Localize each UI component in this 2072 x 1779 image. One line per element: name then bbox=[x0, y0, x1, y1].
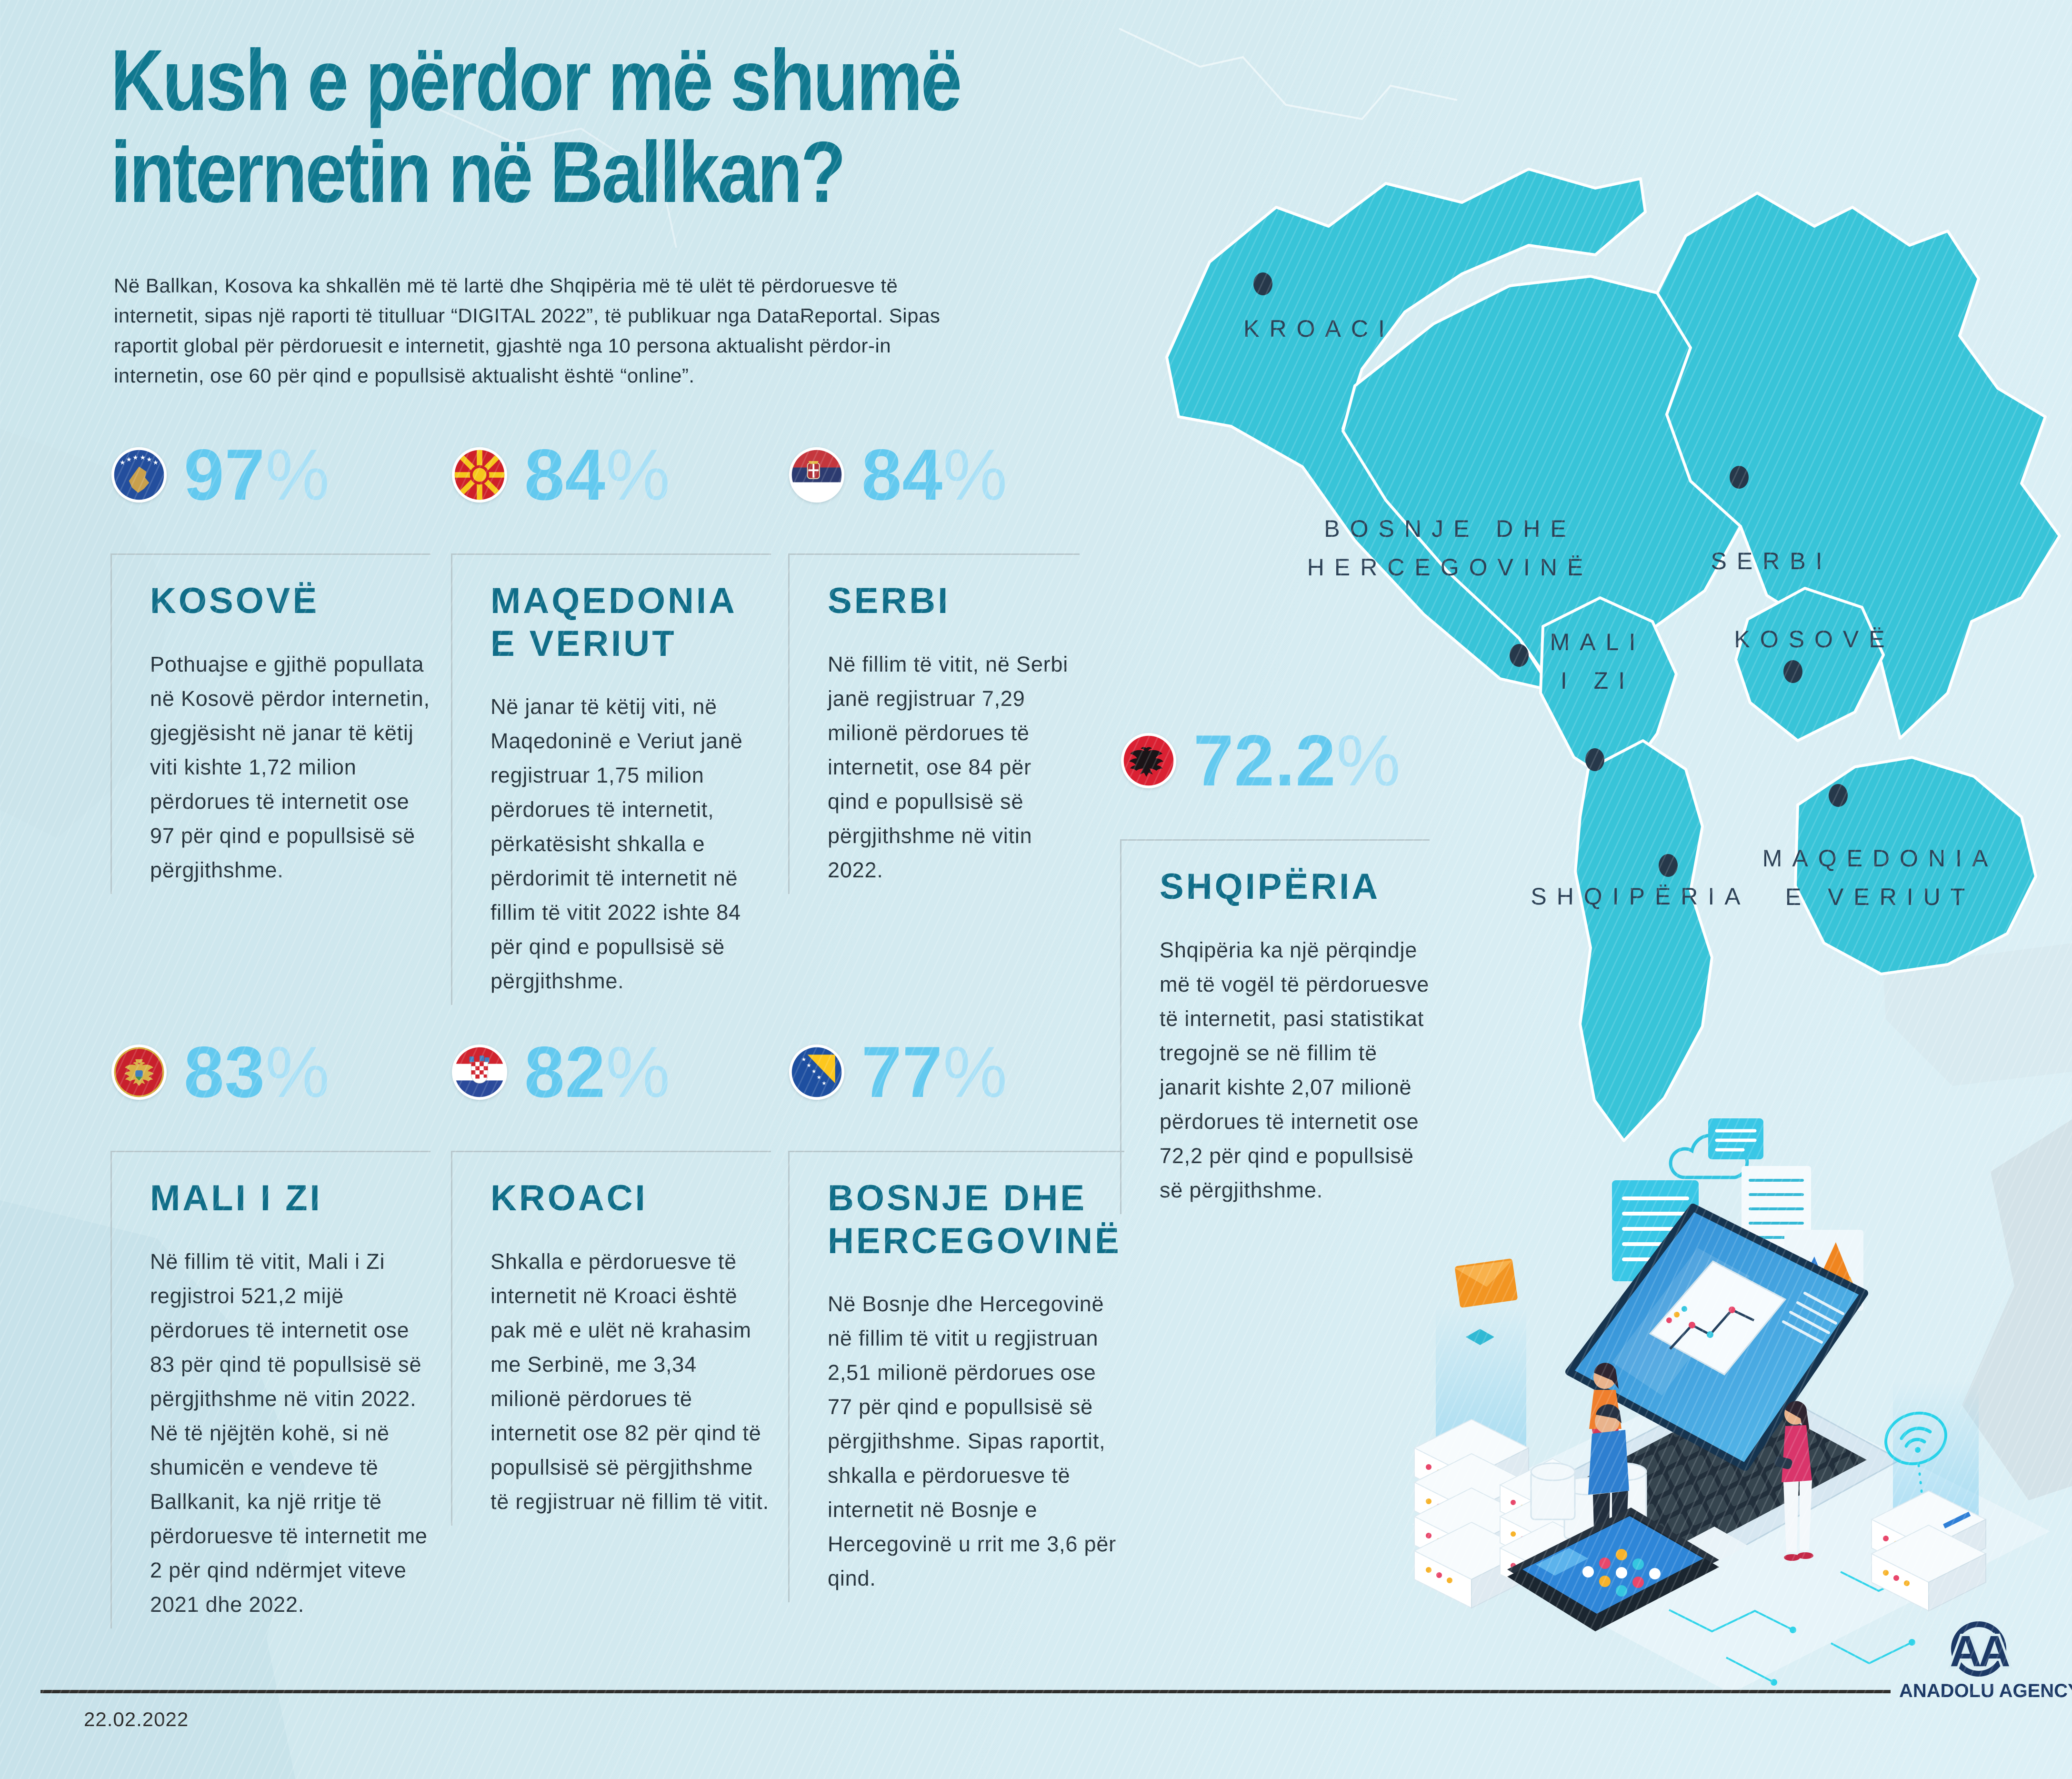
map-country-bosnia bbox=[1341, 275, 1742, 694]
stat-country-name: SERBI bbox=[828, 581, 951, 621]
map-label-bosnje: BOSNJE DHE HERCEGOVINË bbox=[1307, 515, 1593, 581]
svg-text:★: ★ bbox=[140, 454, 146, 461]
intro-paragraph: Në Ballkan, Kosova ka shkallën më të lar… bbox=[114, 274, 941, 387]
smartphone bbox=[1507, 1508, 1719, 1631]
footer-divider bbox=[40, 1690, 1891, 1693]
capital-dot-sarajevo bbox=[1510, 644, 1529, 667]
map-label-kosove: KOSOVË bbox=[1734, 626, 1895, 653]
stat-percent: 82% bbox=[524, 1032, 671, 1113]
capital-dot-tirana bbox=[1659, 854, 1678, 877]
stat-country-name: KROACI bbox=[490, 1178, 648, 1218]
capital-dot-belgrade bbox=[1730, 466, 1749, 489]
svg-text:★: ★ bbox=[120, 459, 125, 466]
page-title: Kush e përdor më shumë internetin në Bal… bbox=[110, 31, 962, 221]
balkan-map-svg bbox=[1165, 168, 2061, 1142]
stat-description: Në fillim të vitit, në Serbi janë regjis… bbox=[828, 652, 1069, 882]
capital-dot-zagreb bbox=[1253, 272, 1272, 295]
map-country-albania bbox=[1574, 739, 1713, 1142]
stat-description: Në Bosnje dhe Hercegovinë në fillim të v… bbox=[828, 1292, 1116, 1591]
map-label-mali-i-zi: MALI I ZI bbox=[1550, 629, 1646, 694]
page-title-line2: internetin në Ballkan? bbox=[110, 123, 846, 221]
chat-card-icon bbox=[1708, 1118, 1763, 1159]
capital-dot-pristina bbox=[1783, 660, 1802, 683]
map-country-north-macedonia bbox=[1794, 756, 2037, 975]
capital-dot-podgorica bbox=[1585, 748, 1604, 771]
map-country-kosovo bbox=[1734, 587, 1885, 742]
stat-description: Shqipëria ka një përqindje më të vogël t… bbox=[1160, 937, 1430, 1202]
page-title-line1: Kush e përdor më shumë bbox=[110, 31, 962, 129]
person-standing-pink bbox=[1774, 1401, 1813, 1561]
stat-percent: 97% bbox=[184, 434, 330, 515]
stat-block-kroaci: 82% KROACI Shkalla e përdoruesve të inte… bbox=[451, 1035, 771, 1526]
browser-window bbox=[1649, 1260, 1787, 1376]
map-label-serbi: SERBI bbox=[1711, 548, 1832, 574]
svg-text:AA: AA bbox=[1950, 1627, 2010, 1676]
stat-percent: 77% bbox=[861, 1032, 1008, 1113]
bosnia-herzegovina-flag-icon: ★★★ ★★ bbox=[789, 1044, 845, 1100]
svg-text:★: ★ bbox=[806, 1062, 811, 1068]
svg-text:★: ★ bbox=[811, 1068, 816, 1075]
map-label-kroaci: KROACI bbox=[1243, 315, 1395, 342]
publish-date: 22.02.2022 bbox=[84, 1708, 189, 1730]
map-country-croatia bbox=[1165, 168, 1647, 692]
stat-description: Shkalla e përdoruesve të internetit në K… bbox=[490, 1249, 769, 1514]
svg-text:★: ★ bbox=[153, 459, 159, 466]
svg-text:★: ★ bbox=[821, 1080, 826, 1086]
croatia-flag-icon bbox=[451, 1044, 508, 1100]
stat-percent: 84% bbox=[524, 434, 671, 515]
svg-text:★: ★ bbox=[817, 1075, 821, 1081]
kosovo-flag-icon: ★ ★ ★ ★ ★ ★ bbox=[111, 447, 167, 503]
stat-block-maqedonia: 84% MAQEDONIA E VERIUT Në janar të këtij… bbox=[451, 437, 771, 1005]
stat-block-bosnje: ★ ★ ★ ★ ★ 77% BOSNJE DHE HERCEGOVINË Në Bos… bbox=[788, 1032, 1124, 1603]
montenegro-flag-icon bbox=[111, 1044, 167, 1100]
stat-description: Pothuajse e gjithë popullata në Kosovë p… bbox=[150, 652, 430, 882]
stat-country-name: BOSNJE DHE HERCEGOVINË bbox=[828, 1178, 1121, 1261]
email-icon bbox=[1454, 1258, 1518, 1308]
stat-block-kosove: ★ ★ ★ ★ ★ ★ 97% KOSOVË Pothuajse e gjithë po… bbox=[110, 437, 430, 894]
stat-country-name: MALI I ZI bbox=[150, 1178, 322, 1218]
svg-text:★: ★ bbox=[801, 1056, 806, 1063]
server-rack-right bbox=[1870, 1490, 1987, 1612]
svg-text:★: ★ bbox=[126, 456, 132, 463]
svg-text:★: ★ bbox=[132, 454, 138, 461]
serbia-flag-icon bbox=[789, 447, 845, 503]
stat-percent: 83% bbox=[184, 1032, 330, 1113]
svg-text:★: ★ bbox=[146, 456, 152, 463]
map-country-serbia bbox=[1656, 191, 2061, 740]
north-macedonia-flag-icon bbox=[451, 447, 508, 503]
stat-percent: 84% bbox=[861, 434, 1008, 515]
map-country-montenegro bbox=[1539, 596, 1678, 787]
map-label-maqedonia: MAQEDONIA E VERIUT bbox=[1762, 845, 1998, 910]
stat-block-serbi: 84% SERBI Në fillim të vitit, në Serbi j… bbox=[788, 437, 1080, 894]
stat-percent: 72.2% bbox=[1193, 720, 1401, 801]
stat-description: Në fillim të vitit, Mali i Zi regjistroi… bbox=[150, 1249, 428, 1617]
stat-country-name: SHQIPËRIA bbox=[1160, 866, 1381, 907]
internet-usage-illustration bbox=[1412, 1118, 2050, 1693]
stat-description: Në janar të këtij viti, në Maqedoninë e … bbox=[490, 694, 743, 994]
anadolu-agency-label: ANADOLU AGENCY bbox=[1899, 1680, 2072, 1701]
balkan-map: KROACI BOSNJE DHE HERCEGOVINË SERBI MALI I… bbox=[1138, 119, 2072, 1286]
stat-block-shqiperia: 72.2% SHQIPËRIA Shqipëria ka një përqind… bbox=[1120, 723, 1430, 1214]
albania-flag-icon bbox=[1121, 733, 1177, 789]
stat-country-name: MAQEDONIA E VERIUT bbox=[490, 581, 736, 664]
anadolu-agency-logo: AA bbox=[1948, 1621, 2015, 1678]
stat-block-mali-i-zi: 83% MALI I ZI Në fillim të vitit, Mali i… bbox=[110, 1035, 430, 1628]
capital-dot-skopje bbox=[1829, 784, 1848, 807]
cloud-icon bbox=[1669, 1134, 1749, 1179]
map-label-shqiperia: SHQIPËRIA bbox=[1531, 883, 1751, 910]
beam-diamond bbox=[1466, 1329, 1494, 1345]
stat-country-name: KOSOVË bbox=[150, 581, 320, 621]
